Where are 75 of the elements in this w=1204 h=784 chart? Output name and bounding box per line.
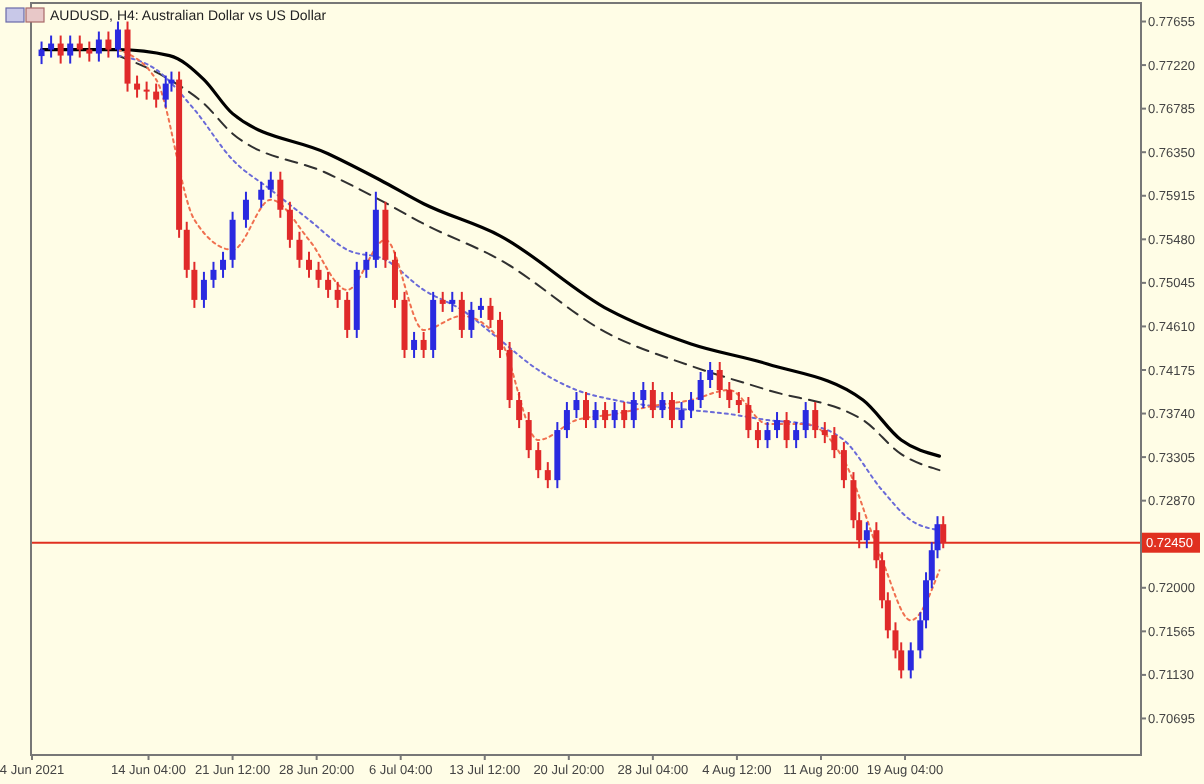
- candlestick: [649, 381, 656, 420]
- candlestick: [726, 381, 733, 410]
- candlestick: [735, 391, 742, 415]
- candlestick: [592, 401, 599, 430]
- candlestick: [745, 396, 752, 440]
- candlestick: [659, 391, 666, 420]
- candlestick: [602, 401, 609, 430]
- candlestick: [497, 310, 504, 359]
- candlestick: [840, 441, 847, 490]
- candlestick: [563, 401, 570, 440]
- candlestick: [573, 391, 580, 420]
- candlestick: [863, 521, 870, 550]
- candlestick: [162, 74, 169, 109]
- candlestick: [783, 411, 790, 450]
- candlestick: [258, 180, 265, 209]
- candlestick: [220, 250, 227, 279]
- candlestick: [344, 290, 351, 339]
- candlestick: [296, 230, 303, 269]
- candlestick: [630, 391, 637, 430]
- candlestick: [420, 330, 427, 359]
- candlestick: [325, 270, 332, 299]
- candlestick: [774, 411, 781, 440]
- candlestick: [707, 360, 714, 390]
- candlestick: [277, 170, 284, 219]
- candlestick: [458, 290, 465, 339]
- candlestick: [105, 30, 112, 59]
- candlestick: [640, 381, 647, 410]
- candlestick: [306, 250, 312, 279]
- candlestick: [134, 74, 141, 99]
- candlestick: [95, 30, 102, 63]
- candlestick: [210, 260, 217, 289]
- candlestick: [621, 401, 628, 430]
- candlestick: [535, 441, 542, 480]
- candlestick: [802, 401, 809, 440]
- candlestick: [907, 641, 914, 680]
- candlestick: [439, 290, 446, 313]
- candlestick: [668, 391, 675, 430]
- candlestick: [67, 34, 74, 65]
- candlestick: [315, 260, 322, 289]
- candlestick: [76, 34, 83, 59]
- candlestick: [200, 270, 207, 309]
- candlestick: [267, 170, 274, 199]
- candlestick: [583, 391, 589, 430]
- candlestick: [487, 296, 494, 329]
- candlestick: [477, 296, 484, 319]
- candlestick: [812, 401, 819, 440]
- candlestick: [286, 200, 293, 249]
- candlestick: [716, 360, 723, 400]
- candlestick: [334, 280, 341, 309]
- candlestick: [391, 250, 398, 309]
- candlestick: [143, 80, 150, 101]
- candlestick: [793, 421, 800, 450]
- candlestick: [754, 421, 761, 450]
- candlestick: [114, 20, 121, 59]
- candlestick: [544, 461, 551, 490]
- candlestick: [516, 391, 523, 430]
- candlestick: [229, 210, 236, 269]
- candlestick: [153, 82, 160, 109]
- candlestick: [411, 330, 418, 359]
- candlestick: [48, 34, 55, 59]
- candlestick: [449, 290, 456, 313]
- candlestick: [242, 190, 249, 229]
- candlestick: [468, 300, 475, 339]
- candlestick: [363, 250, 370, 279]
- candlestick: [57, 34, 64, 65]
- candlestick: [688, 391, 695, 420]
- candlestick: [611, 401, 618, 430]
- candlestick: [697, 370, 704, 410]
- candlestick: [764, 421, 771, 450]
- candlestick: [678, 401, 685, 430]
- candlestick: [525, 411, 532, 460]
- candlestick: [831, 426, 838, 460]
- candlestick: [86, 40, 93, 63]
- candlestick: [38, 40, 45, 66]
- candlestick: [821, 421, 828, 445]
